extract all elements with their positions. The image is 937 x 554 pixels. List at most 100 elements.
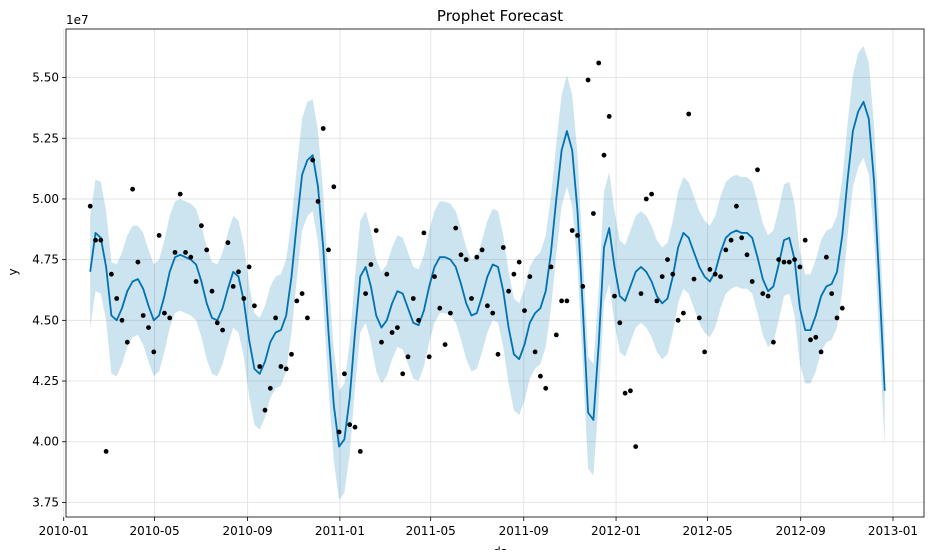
y-tick-label: 5.25 bbox=[32, 131, 59, 145]
observation-point bbox=[93, 237, 98, 243]
observation-point bbox=[622, 390, 628, 396]
observation-point bbox=[183, 250, 188, 255]
observation-point bbox=[326, 247, 331, 253]
observation-point bbox=[463, 257, 469, 262]
observation-point bbox=[230, 284, 236, 289]
observation-point bbox=[342, 371, 347, 377]
observation-point bbox=[87, 203, 93, 209]
observation-point bbox=[453, 225, 459, 231]
observation-point bbox=[591, 211, 596, 216]
observation-point bbox=[824, 254, 829, 260]
observation-point bbox=[167, 315, 173, 321]
plot-frame bbox=[65, 28, 925, 518]
observation-point bbox=[548, 264, 554, 270]
observation-point bbox=[802, 237, 808, 243]
y-tick-label: 5.50 bbox=[32, 71, 59, 85]
observation-point bbox=[177, 191, 183, 197]
observation-point bbox=[628, 388, 633, 394]
y-tick-label: 5.00 bbox=[32, 192, 59, 206]
observation-point bbox=[654, 298, 660, 304]
y-tick-label: 4.75 bbox=[32, 253, 59, 267]
uncertainty-band bbox=[90, 46, 885, 500]
observation-point bbox=[130, 186, 136, 192]
observation-point bbox=[643, 196, 649, 202]
observation-point bbox=[368, 262, 374, 267]
observation-point bbox=[278, 364, 284, 369]
forecast-line bbox=[89, 100, 886, 448]
observation-point bbox=[839, 305, 845, 311]
observation-point bbox=[432, 274, 437, 279]
observation-point bbox=[410, 296, 416, 301]
observation-point bbox=[246, 264, 252, 270]
observation-point bbox=[384, 271, 390, 277]
observation-point bbox=[336, 429, 342, 435]
observation-point bbox=[448, 310, 453, 316]
observation-point bbox=[786, 259, 792, 265]
observation-point bbox=[712, 271, 718, 277]
x-tick-label: 2011-05 bbox=[406, 524, 456, 538]
y-axis-offset-label: 1e7 bbox=[66, 13, 89, 27]
observation-point bbox=[283, 366, 289, 372]
observation-point bbox=[305, 315, 310, 321]
observation-point bbox=[606, 114, 612, 119]
observation-point bbox=[575, 233, 580, 238]
observation-point bbox=[649, 191, 654, 197]
x-axis-label: ds bbox=[493, 545, 507, 550]
y-axis-ticks: 3.75 4.00 4.25 4.50 4.75 5.00 5.25 5.50 bbox=[32, 71, 66, 509]
observation-point bbox=[352, 424, 358, 430]
observation-point bbox=[405, 354, 411, 360]
observation-point bbox=[98, 237, 104, 243]
observation-point bbox=[681, 310, 686, 316]
observation-point bbox=[670, 271, 676, 277]
observation-point bbox=[702, 349, 707, 355]
observation-point bbox=[209, 288, 215, 294]
observation-point bbox=[781, 259, 787, 265]
observation-point bbox=[426, 354, 432, 360]
observation-point bbox=[140, 313, 146, 318]
observation-point bbox=[357, 449, 363, 454]
observation-point bbox=[331, 184, 337, 190]
observation-point bbox=[400, 371, 406, 377]
observation-point bbox=[146, 325, 151, 330]
observation-point bbox=[665, 257, 670, 262]
observation-point bbox=[373, 228, 379, 233]
observation-point bbox=[527, 274, 533, 279]
observation-point bbox=[469, 296, 474, 301]
observation-point bbox=[220, 327, 226, 333]
observation-point bbox=[776, 257, 782, 262]
observation-point bbox=[511, 271, 517, 277]
y-tick-label: 4.00 bbox=[32, 435, 59, 449]
observation-point bbox=[135, 259, 141, 265]
observation-point bbox=[771, 339, 776, 345]
x-tick-label: 2010-01 bbox=[39, 524, 89, 538]
observation-point bbox=[792, 257, 797, 262]
y-tick-label: 3.75 bbox=[32, 495, 59, 509]
observation-point bbox=[315, 199, 321, 204]
observation-point bbox=[162, 310, 167, 316]
observation-point bbox=[474, 254, 480, 260]
observation-point bbox=[829, 291, 835, 296]
observation-point bbox=[691, 276, 697, 282]
observation-point bbox=[204, 247, 210, 253]
observation-point bbox=[543, 385, 549, 391]
observation-point bbox=[564, 298, 570, 304]
observation-point bbox=[617, 320, 623, 326]
observation-point bbox=[728, 237, 734, 243]
observation-point bbox=[516, 259, 522, 265]
observation-point bbox=[458, 252, 464, 258]
observation-point bbox=[416, 317, 421, 323]
x-tick-label: 2012-09 bbox=[776, 524, 826, 538]
observation-point bbox=[760, 291, 766, 296]
observation-point bbox=[109, 271, 114, 277]
observation-point bbox=[596, 60, 602, 66]
grid-lines bbox=[63, 29, 924, 517]
observation-point bbox=[289, 351, 294, 357]
observation-point bbox=[299, 291, 305, 296]
x-tick-label: 2010-09 bbox=[223, 524, 273, 538]
x-tick-label: 2011-01 bbox=[315, 524, 365, 538]
observation-point bbox=[675, 317, 681, 323]
x-tick-label: 2013-01 bbox=[868, 524, 918, 538]
observation-point bbox=[553, 332, 559, 338]
